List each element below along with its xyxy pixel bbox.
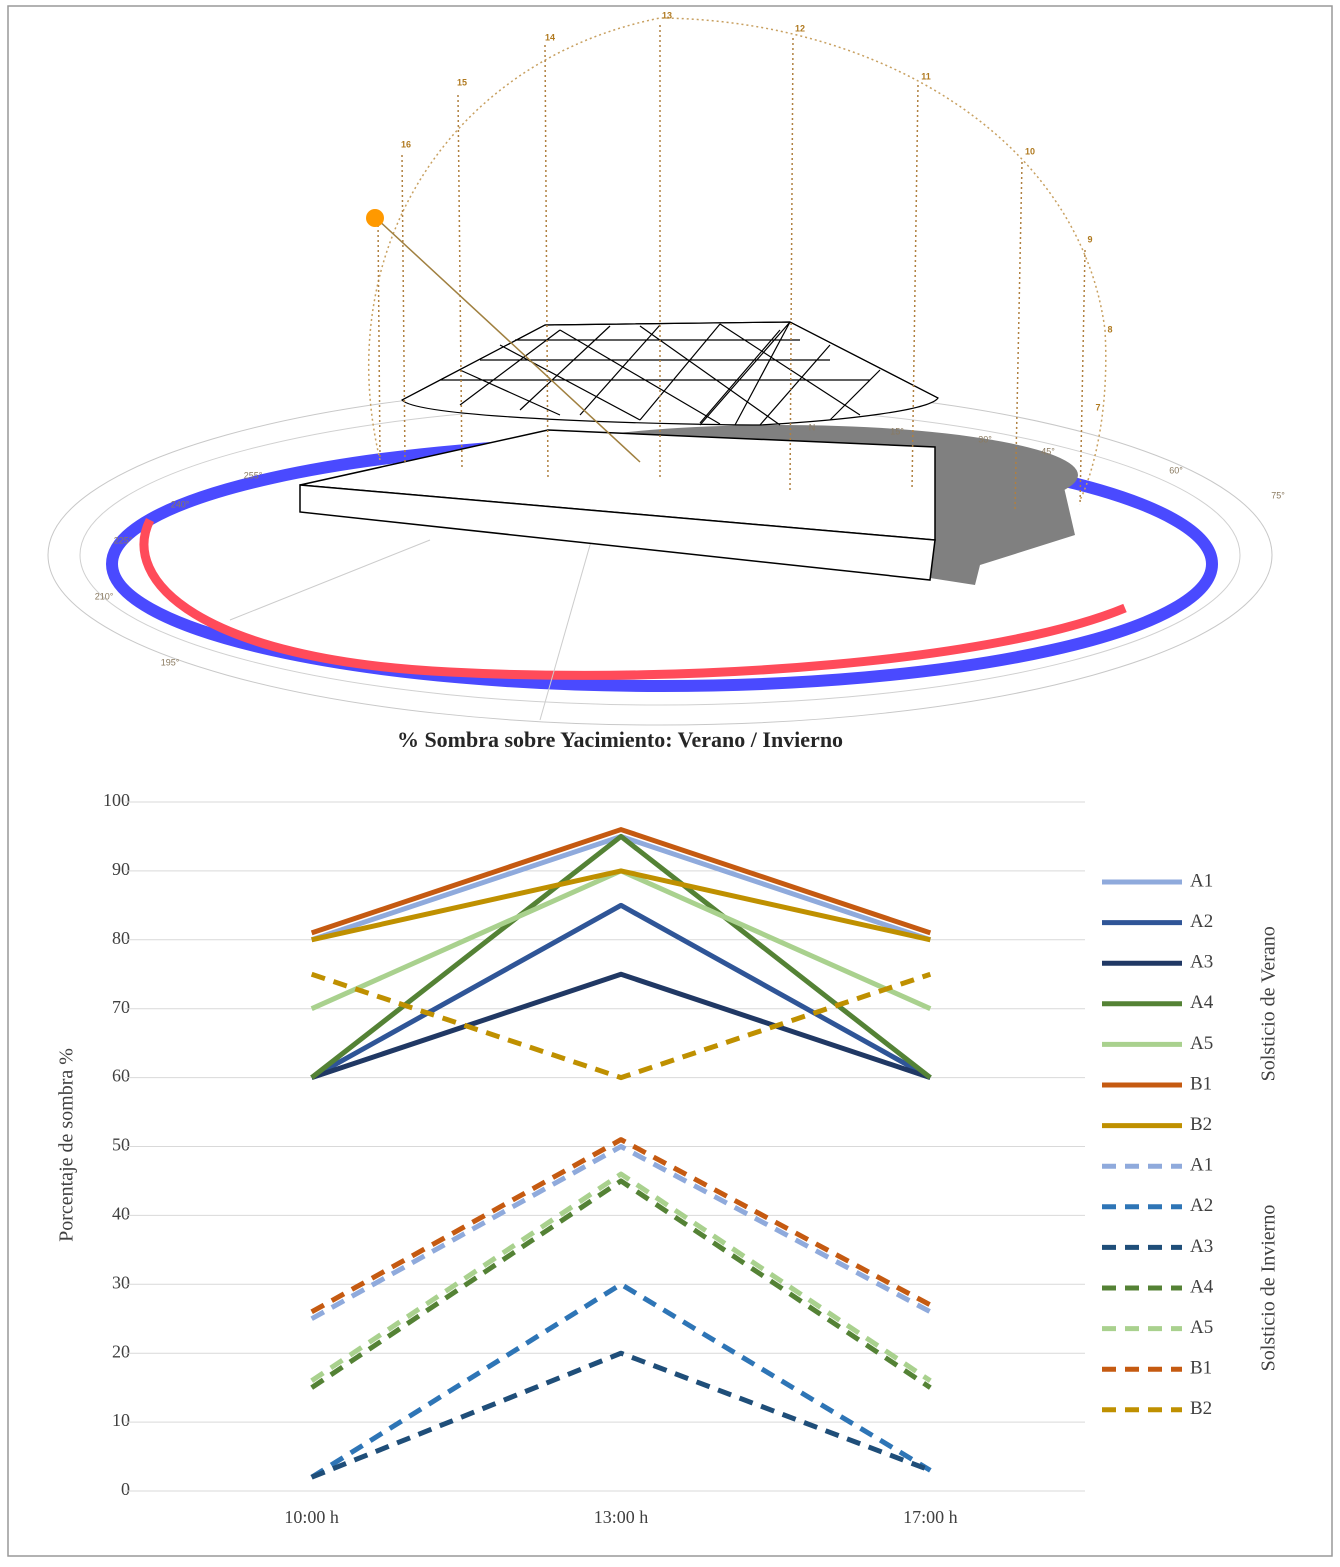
hour-label: 11 xyxy=(921,71,931,81)
degree-label: 75° xyxy=(1271,490,1285,500)
y-tick-label: 40 xyxy=(112,1204,130,1224)
y-tick-label: 60 xyxy=(112,1066,130,1086)
hour-label: 10 xyxy=(1025,146,1035,156)
degree-label: 225° xyxy=(114,535,133,545)
y-tick-label: 0 xyxy=(121,1479,130,1499)
legend-label: B2 xyxy=(1190,1398,1212,1419)
x-tick-label: 10:00 h xyxy=(284,1507,339,1527)
hour-label: 9 xyxy=(1087,234,1092,244)
legend-group-title: Solsticio de Verano xyxy=(1258,926,1280,1081)
y-tick-label: 80 xyxy=(112,928,130,948)
legend-label: A4 xyxy=(1190,1276,1214,1297)
degree-label: 255° xyxy=(244,470,263,480)
legend-label: A5 xyxy=(1190,1317,1213,1338)
sun xyxy=(366,209,384,227)
legend-label: A2 xyxy=(1190,911,1213,932)
legend-label: A4 xyxy=(1190,992,1214,1013)
legend-group-title: Solsticio de Invierno xyxy=(1258,1205,1280,1372)
x-tick-label: 13:00 h xyxy=(594,1507,649,1527)
degree-label: 195° xyxy=(161,657,180,667)
y-tick-label: 100 xyxy=(103,790,130,810)
degree-label: 15° xyxy=(890,426,904,436)
degree-label: 30° xyxy=(978,434,992,444)
degree-label: N xyxy=(809,422,816,432)
legend-label: A1 xyxy=(1190,870,1213,891)
y-tick-label: 10 xyxy=(112,1410,130,1430)
degree-label: 240° xyxy=(171,499,190,509)
y-tick-label: 70 xyxy=(112,997,130,1017)
degree-label: 210° xyxy=(95,591,114,601)
y-tick-label: 30 xyxy=(112,1272,130,1292)
hour-label: 16 xyxy=(401,139,411,149)
frame xyxy=(8,6,1332,1556)
y-tick-label: 90 xyxy=(112,859,130,879)
y-tick-label: 20 xyxy=(112,1341,130,1361)
legend-label: A3 xyxy=(1190,1236,1213,1257)
y-axis-label: Porcentaje de sombra % xyxy=(56,1048,78,1242)
legend-label: B2 xyxy=(1190,1114,1212,1135)
y-tick-label: 50 xyxy=(112,1135,130,1155)
legend-label: A3 xyxy=(1190,952,1213,973)
chart-title: % Sombra sobre Yacimiento: Verano / Invi… xyxy=(397,727,843,752)
figure: 13 12 14 11 15 10 16 9 8 7 N 15° 30° 45°… xyxy=(0,0,1340,1562)
legend-label: B1 xyxy=(1190,1358,1212,1379)
legend-label: A2 xyxy=(1190,1195,1213,1216)
hour-label: 8 xyxy=(1107,324,1112,334)
hour-label: 7 xyxy=(1095,402,1100,412)
legend-label: A1 xyxy=(1190,1155,1213,1176)
x-tick-label: 17:00 h xyxy=(903,1507,958,1527)
hour-label: 14 xyxy=(545,32,555,42)
hour-label: 13 xyxy=(662,10,672,20)
legend-label: A5 xyxy=(1190,1033,1213,1054)
hour-label: 15 xyxy=(457,77,467,87)
degree-label: 60° xyxy=(1169,465,1183,475)
legend-label: B1 xyxy=(1190,1073,1212,1094)
hour-label: 12 xyxy=(795,23,805,33)
degree-label: 45° xyxy=(1041,446,1055,456)
